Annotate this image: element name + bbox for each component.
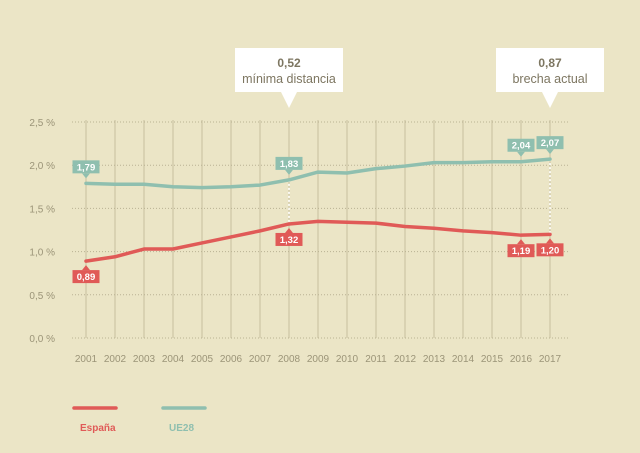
data-label-box bbox=[507, 138, 535, 152]
x-tick-label: 2004 bbox=[162, 354, 185, 365]
data-label-box bbox=[507, 244, 535, 258]
legend-item: España bbox=[72, 406, 118, 434]
x-tick-label: 2007 bbox=[249, 354, 272, 365]
legend-label: UE28 bbox=[169, 423, 194, 434]
point-labels: 0,89 1,32 1,19 1,20 1,79 1,83 2,04 2,07 bbox=[72, 136, 564, 284]
data-label: 2,04 bbox=[507, 138, 535, 157]
series-lines bbox=[84, 157, 552, 263]
x-tick-label: 2002 bbox=[104, 354, 127, 365]
y-tick-label: 2,0 % bbox=[29, 161, 55, 172]
data-label-text: 1,20 bbox=[541, 245, 560, 256]
x-tick-label: 2008 bbox=[278, 354, 301, 365]
data-label-box bbox=[275, 156, 303, 170]
x-tick-label: 2011 bbox=[365, 354, 387, 365]
y-tick-label: 0,5 % bbox=[29, 291, 55, 302]
data-label: 1,83 bbox=[275, 156, 303, 175]
data-label-text: 1,32 bbox=[280, 235, 299, 246]
series-line-espa-a bbox=[84, 219, 552, 263]
callout-value: 0,52 bbox=[277, 56, 301, 70]
y-tick-label: 1,5 % bbox=[29, 204, 55, 215]
data-label-pointer bbox=[285, 227, 293, 233]
callout-pointer bbox=[281, 92, 297, 108]
data-label-pointer bbox=[82, 265, 90, 271]
callout: 0,52 mínima distancia bbox=[235, 48, 343, 108]
y-axis: 0,0 % 0,5 % 1,0 % 1,5 % 2,0 % 2,5 % bbox=[29, 118, 55, 345]
x-tick-label: 2013 bbox=[423, 354, 446, 365]
legend-item: UE28 bbox=[161, 406, 207, 434]
data-label-pointer bbox=[517, 239, 525, 245]
chart-grid bbox=[72, 120, 568, 339]
x-tick-label: 2014 bbox=[452, 354, 475, 365]
y-tick-label: 1,0 % bbox=[29, 248, 55, 259]
callout: 0,87 brecha actual bbox=[496, 48, 604, 108]
x-tick-label: 2001 bbox=[75, 354, 98, 365]
data-label-pointer bbox=[546, 238, 554, 244]
data-label-box bbox=[536, 243, 564, 257]
callout-pointer bbox=[542, 92, 558, 108]
x-tick-label: 2012 bbox=[394, 354, 417, 365]
x-tick-label: 2015 bbox=[481, 354, 504, 365]
x-tick-label: 2009 bbox=[307, 354, 330, 365]
x-tick-label: 2017 bbox=[539, 354, 562, 365]
data-label-text: 1,19 bbox=[512, 246, 531, 257]
y-tick-label: 2,5 % bbox=[29, 118, 55, 129]
data-label: 1,79 bbox=[72, 160, 100, 179]
data-label: 1,20 bbox=[536, 238, 564, 257]
series-line-ue28 bbox=[84, 157, 552, 190]
x-tick-label: 2016 bbox=[510, 354, 533, 365]
data-label: 0,89 bbox=[72, 265, 100, 284]
y-tick-label: 0,0 % bbox=[29, 334, 55, 345]
data-label-pointer bbox=[517, 151, 525, 157]
x-tick-label: 2006 bbox=[220, 354, 243, 365]
legend: España UE28 bbox=[72, 406, 207, 434]
legend-label: España bbox=[80, 423, 116, 434]
data-label-box bbox=[72, 270, 100, 284]
x-tick-label: 2003 bbox=[133, 354, 156, 365]
x-tick-label: 2010 bbox=[336, 354, 359, 365]
callout-box bbox=[496, 48, 604, 92]
data-label-pointer bbox=[285, 169, 293, 175]
data-label-box bbox=[72, 160, 100, 174]
data-label-pointer bbox=[546, 149, 554, 155]
x-axis: 2001 2002 2003 2004 2005 2006 2007 2008 2009 2010… bbox=[75, 354, 562, 365]
data-label-text: 1,83 bbox=[280, 159, 299, 170]
data-label-text: 2,04 bbox=[512, 141, 531, 152]
data-label: 1,32 bbox=[275, 227, 303, 246]
callout-text: mínima distancia bbox=[242, 72, 336, 86]
callouts: 0,52 mínima distancia 0,87 brecha actual bbox=[235, 48, 604, 108]
gap-lines bbox=[288, 159, 551, 235]
callout-box bbox=[235, 48, 343, 92]
data-label-text: 0,89 bbox=[77, 272, 96, 283]
data-label-box bbox=[536, 136, 564, 150]
data-label-box bbox=[275, 232, 303, 246]
data-label-text: 1,79 bbox=[77, 162, 96, 173]
data-label-pointer bbox=[82, 173, 90, 179]
x-tick-label: 2005 bbox=[191, 354, 214, 365]
data-label: 2,07 bbox=[536, 136, 564, 155]
callout-value: 0,87 bbox=[538, 56, 562, 70]
callout-text: brecha actual bbox=[512, 72, 587, 86]
data-label: 1,19 bbox=[507, 239, 535, 258]
data-label-text: 2,07 bbox=[541, 138, 560, 149]
